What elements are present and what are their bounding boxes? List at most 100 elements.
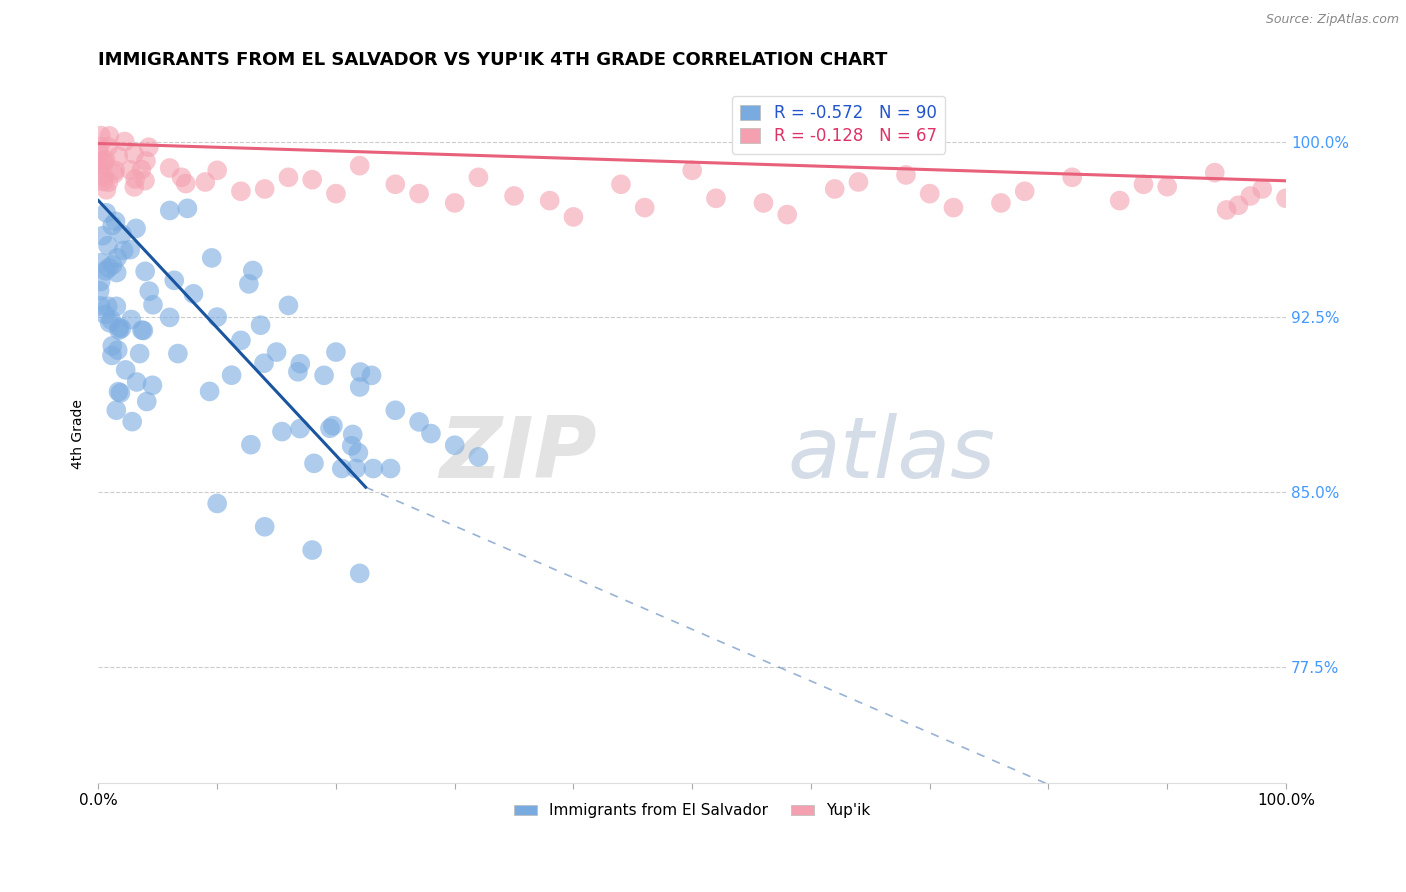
Point: [205, 496, 228, 510]
Point: [183, 286, 205, 301]
Point: [420, 426, 443, 441]
Point: [87, 145, 110, 160]
Point: [340, 439, 363, 453]
Point: [1239, 189, 1261, 203]
Point: [90, 256, 112, 270]
Point: [114, 135, 136, 149]
Point: [347, 445, 370, 459]
Point: [443, 438, 465, 452]
Point: [111, 227, 134, 242]
Point: [1215, 202, 1237, 217]
Point: [91, 228, 114, 243]
Legend: Immigrants from El Salvador, Yup'ik: Immigrants from El Salvador, Yup'ik: [508, 797, 876, 824]
Point: [105, 299, 128, 313]
Point: [101, 339, 124, 353]
Point: [105, 251, 128, 265]
Point: [1227, 198, 1250, 212]
Point: [1108, 194, 1130, 208]
Point: [96, 206, 118, 220]
Point: [104, 214, 127, 228]
Point: [101, 258, 124, 272]
Point: [96, 183, 118, 197]
Point: [349, 159, 371, 173]
Point: [325, 186, 347, 201]
Point: [198, 384, 221, 399]
Point: [163, 273, 186, 287]
Point: [107, 343, 129, 358]
Point: [128, 346, 150, 360]
Point: [467, 170, 489, 185]
Point: [325, 345, 347, 359]
Point: [90, 128, 112, 143]
Point: [125, 375, 148, 389]
Point: [229, 184, 252, 198]
Point: [107, 149, 129, 163]
Point: [132, 324, 155, 338]
Point: [610, 178, 633, 192]
Point: [1251, 182, 1274, 196]
Point: [1062, 170, 1084, 185]
Point: [120, 162, 142, 177]
Point: [1132, 178, 1154, 192]
Point: [159, 203, 181, 218]
Point: [776, 208, 799, 222]
Point: [266, 345, 288, 359]
Point: [205, 310, 228, 324]
Point: [94, 153, 117, 167]
Point: [562, 210, 585, 224]
Point: [97, 299, 120, 313]
Point: [97, 238, 120, 252]
Point: [301, 172, 323, 186]
Point: [361, 461, 384, 475]
Point: [89, 299, 111, 313]
Point: [105, 403, 128, 417]
Point: [1275, 191, 1298, 205]
Point: [93, 174, 115, 188]
Point: [1014, 184, 1036, 198]
Point: [159, 161, 181, 175]
Point: [114, 363, 136, 377]
Point: [194, 175, 217, 189]
Point: [87, 164, 110, 178]
Point: [135, 394, 157, 409]
Point: [322, 418, 344, 433]
Point: [277, 298, 299, 312]
Point: [93, 155, 115, 169]
Point: [238, 277, 260, 291]
Point: [108, 320, 131, 334]
Point: [176, 202, 198, 216]
Point: [110, 321, 132, 335]
Point: [704, 191, 727, 205]
Point: [101, 348, 124, 362]
Point: [288, 422, 311, 436]
Text: IMMIGRANTS FROM EL SALVADOR VS YUP'IK 4TH GRADE CORRELATION CHART: IMMIGRANTS FROM EL SALVADOR VS YUP'IK 4T…: [98, 51, 887, 69]
Point: [135, 153, 157, 168]
Point: [103, 167, 125, 181]
Point: [408, 415, 430, 429]
Point: [131, 323, 153, 337]
Point: [287, 365, 309, 379]
Point: [89, 139, 111, 153]
Point: [94, 264, 117, 278]
Y-axis label: 4th Grade: 4th Grade: [72, 399, 86, 468]
Point: [990, 196, 1012, 211]
Point: [97, 175, 120, 189]
Point: [100, 313, 122, 327]
Point: [1204, 166, 1226, 180]
Point: [752, 196, 775, 211]
Point: [538, 194, 561, 208]
Point: [681, 163, 703, 178]
Point: [384, 403, 406, 417]
Point: [503, 189, 526, 203]
Point: [98, 316, 121, 330]
Point: [122, 147, 145, 161]
Point: [105, 266, 128, 280]
Point: [205, 163, 228, 178]
Point: [277, 170, 299, 185]
Point: [342, 427, 364, 442]
Point: [93, 169, 115, 184]
Point: [97, 140, 120, 154]
Point: [138, 140, 160, 154]
Point: [253, 356, 276, 370]
Point: [443, 196, 465, 211]
